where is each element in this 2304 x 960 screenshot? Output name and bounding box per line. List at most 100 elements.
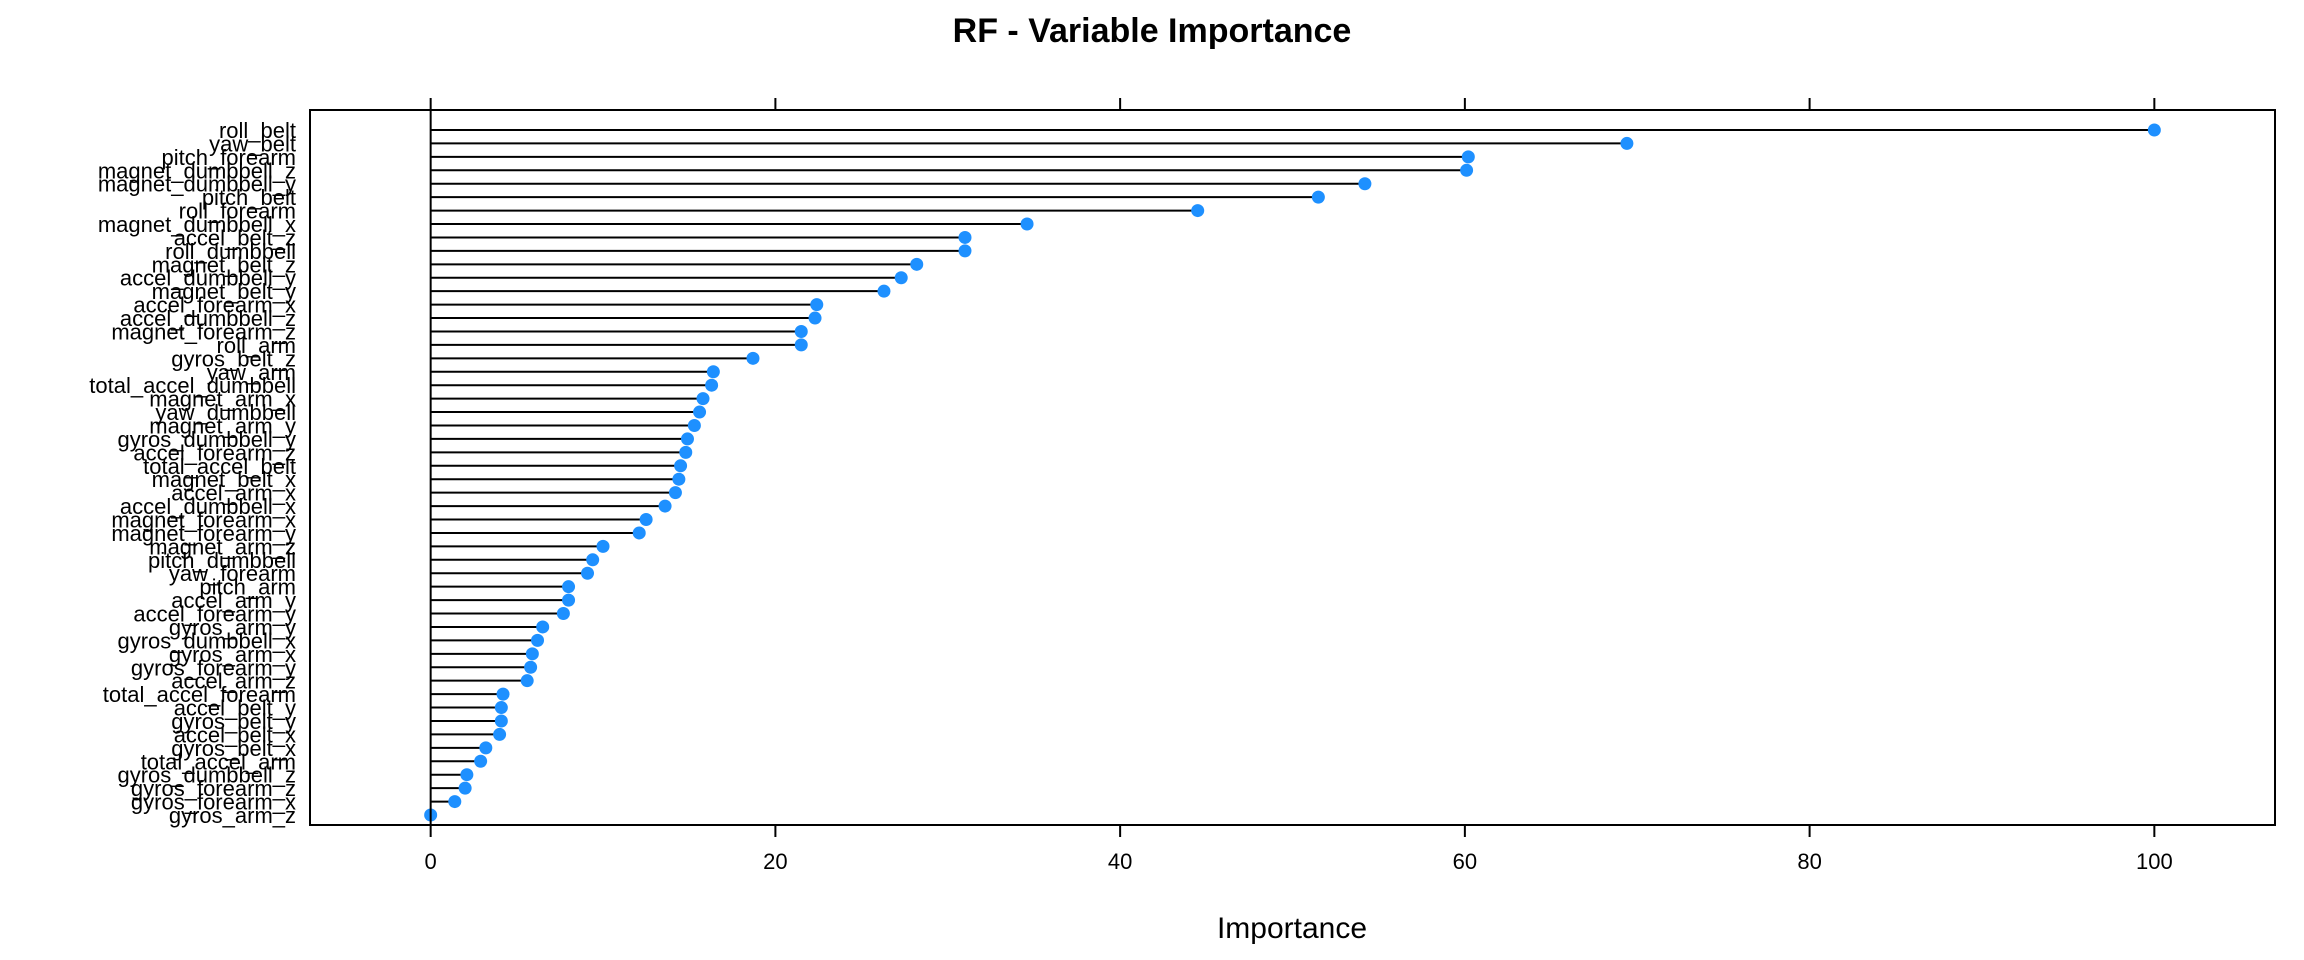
category-label: gyros_forearm_z: [131, 776, 296, 801]
lollipop-point: [524, 660, 538, 674]
category-label: accel_forearm_z: [133, 440, 296, 465]
lollipop-point: [794, 324, 808, 338]
lollipop-point: [1358, 177, 1372, 191]
lollipop-point: [562, 580, 576, 594]
category-label: magnet_arm_z: [149, 534, 296, 559]
chart-title: RF - Variable Importance: [953, 12, 1352, 50]
x-axis-label: Importance: [1217, 912, 1367, 945]
category-label: accel_forearm_y: [133, 602, 296, 627]
x-tick-label: 100: [2136, 849, 2173, 874]
category-label: total_accel_dumbbell: [89, 373, 296, 398]
category-label: yaw_dumbbell: [155, 400, 296, 425]
x-tick-label: 60: [1453, 849, 1477, 874]
x-tick-label: 20: [763, 849, 787, 874]
lollipop-point: [479, 741, 493, 755]
lollipop-point: [810, 298, 824, 312]
category-label: magnet_dumbbell_x: [98, 212, 296, 237]
category-label: pitch_dumbbell: [148, 548, 296, 573]
category-label: yaw_arm: [207, 360, 296, 385]
category-label: pitch_belt: [202, 185, 296, 210]
lollipop-point: [668, 486, 682, 500]
plot-frame: [309, 109, 2276, 826]
category-label: total_accel_belt: [143, 454, 296, 479]
lollipop-point: [894, 271, 908, 285]
lollipop-point: [808, 311, 822, 325]
category-label: magnet_forearm_y: [111, 521, 296, 546]
category-label: magnet_belt_z: [152, 252, 296, 277]
lollipop-point: [531, 633, 545, 647]
x-tick-label: 0: [425, 849, 437, 874]
bottom-axis-ticks: 0 20 40 60 80 100: [425, 825, 2173, 874]
lollipop-point: [1191, 204, 1205, 218]
lollipop-point: [581, 566, 595, 580]
category-label: gyros_belt_y: [171, 709, 296, 734]
lollipop-point: [1620, 136, 1634, 150]
category-label: accel_belt_x: [174, 722, 296, 747]
x-tick-label: 40: [1108, 849, 1132, 874]
category-label: accel_dumbbell_x: [120, 494, 296, 519]
category-label: roll_arm: [217, 333, 296, 358]
lollipop-point: [680, 432, 694, 446]
category-label: total_accel_arm: [141, 749, 296, 774]
category-label: magnet_dumbbell_y: [98, 172, 296, 197]
lollipop-point: [632, 526, 646, 540]
lollipop-point: [536, 620, 550, 634]
lollipop-point: [493, 727, 507, 741]
lollipop-point: [687, 418, 701, 432]
category-label: gyros_arm_x: [169, 642, 296, 667]
category-label: yaw_belt: [209, 131, 296, 156]
lollipop-point: [746, 351, 760, 365]
category-label: accel_dumbbell_y: [120, 266, 296, 291]
x-tick-label: 80: [1797, 849, 1821, 874]
category-label: gyros_belt_x: [171, 736, 296, 761]
lollipop-point: [448, 795, 462, 809]
lollipop-point: [562, 593, 576, 607]
category-label: accel_dumbbell_z: [120, 306, 296, 331]
lollipop-point: [696, 392, 710, 406]
category-label: pitch_arm: [199, 575, 296, 600]
lollipop-point: [525, 647, 539, 661]
category-label: roll_belt: [219, 118, 296, 143]
category-label: roll_forearm: [179, 199, 296, 224]
lollipop-point: [2147, 123, 2161, 137]
category-label: roll_dumbbell: [165, 239, 296, 264]
lollipop-point: [674, 459, 688, 473]
lollipop-point: [1020, 217, 1034, 231]
lollipop-point: [1460, 163, 1474, 177]
lollipop-point: [679, 445, 693, 459]
category-label: accel_belt_z: [174, 225, 296, 250]
category-label: accel_arm_x: [171, 481, 296, 506]
lollipop-point: [658, 499, 672, 513]
lollipop-point: [794, 338, 808, 352]
category-label: magnet_belt_y: [152, 279, 296, 304]
category-label: gyros_forearm_x: [131, 790, 296, 815]
category-label: gyros_dumbbell_x: [117, 628, 296, 653]
category-label: yaw_forearm: [169, 561, 296, 586]
lollipop-point: [1311, 190, 1325, 204]
lollipop-point: [460, 768, 474, 782]
category-label: accel_arm_z: [171, 669, 296, 694]
category-label: magnet_arm_y: [149, 413, 296, 438]
category-labels: roll_beltyaw_beltpitch_forearmmagnet_dum…: [89, 118, 296, 828]
lollipop-point: [458, 781, 472, 795]
lollipop-point: [693, 405, 707, 419]
lollipop-point: [910, 257, 924, 271]
category-label: pitch_forearm: [161, 145, 296, 170]
lollipop-point: [877, 284, 891, 298]
lollipop-point: [1461, 150, 1475, 164]
lollipop-point: [556, 607, 570, 621]
lollipop-point: [958, 244, 972, 258]
lollipop-point: [496, 687, 510, 701]
lollipop-point: [705, 378, 719, 392]
lollipop-point: [494, 714, 508, 728]
lollipop-point: [596, 539, 610, 553]
lollipop-point: [672, 472, 686, 486]
category-label: accel_belt_y: [174, 696, 296, 721]
category-label: accel_arm_y: [171, 588, 296, 613]
lollipop-point: [520, 674, 534, 688]
lollipop-point: [474, 754, 488, 768]
category-label: gyros_arm_y: [169, 615, 296, 640]
lollipop-point: [494, 701, 508, 715]
category-label: magnet_forearm_z: [111, 319, 296, 344]
lollipop-point: [958, 230, 972, 244]
